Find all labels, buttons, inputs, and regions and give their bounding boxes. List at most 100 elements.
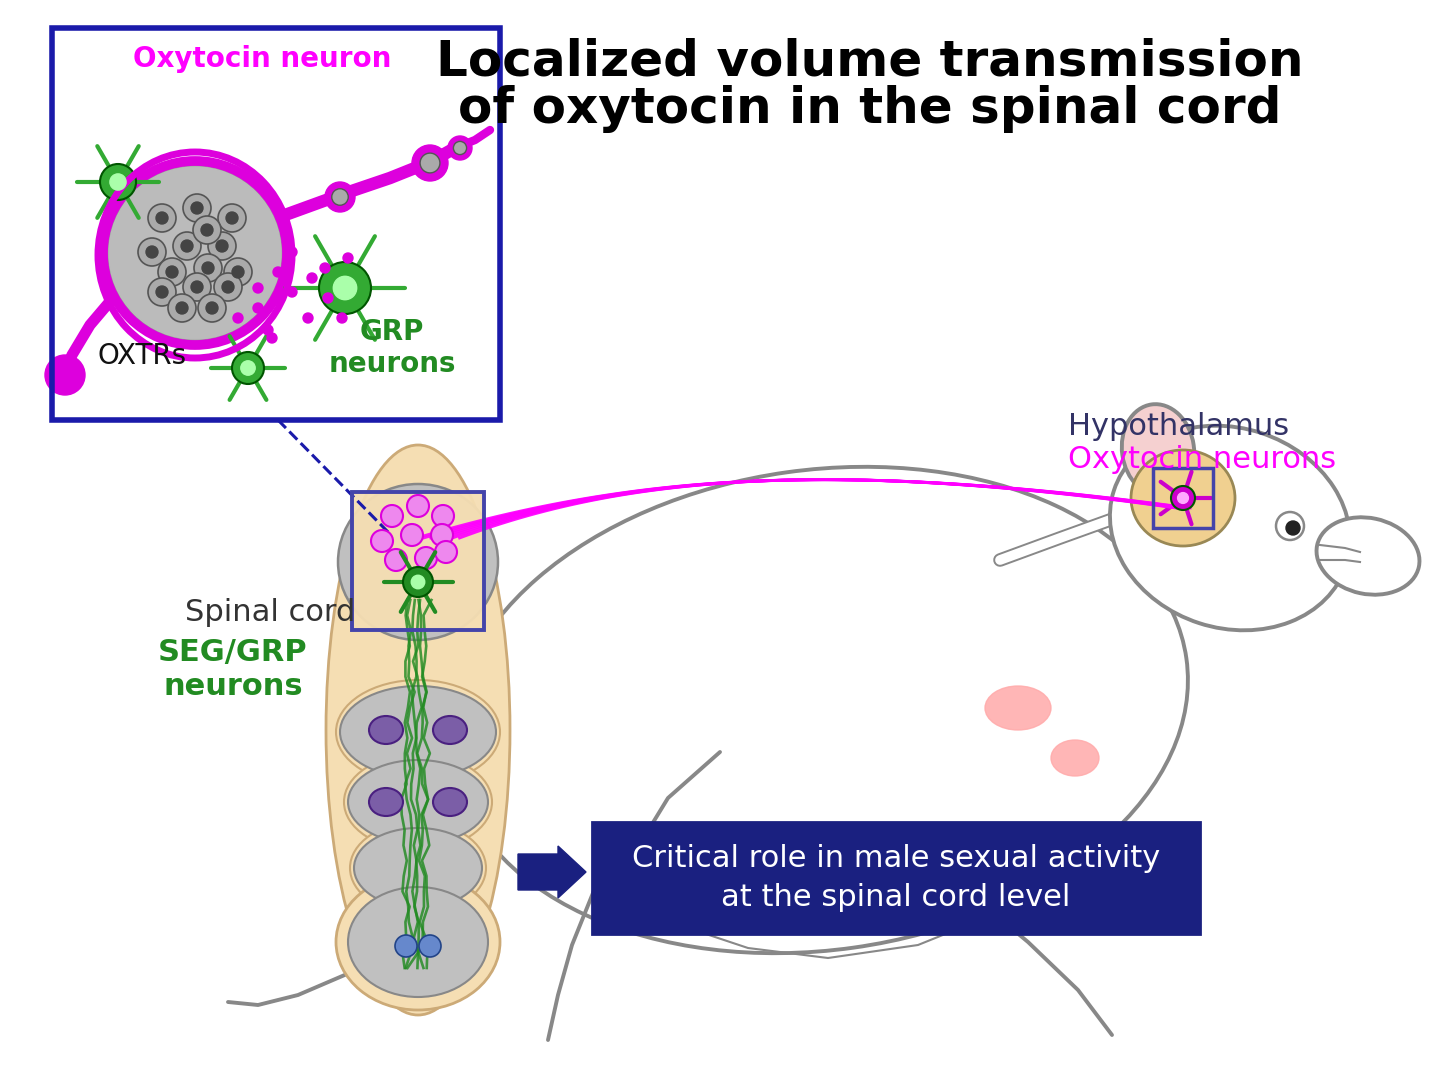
Circle shape <box>233 313 243 323</box>
Circle shape <box>45 355 85 395</box>
Circle shape <box>331 189 348 205</box>
Circle shape <box>194 254 222 282</box>
Circle shape <box>192 281 203 293</box>
Circle shape <box>323 293 333 303</box>
FancyArrow shape <box>518 846 586 897</box>
Circle shape <box>232 352 264 384</box>
Circle shape <box>307 273 317 283</box>
Circle shape <box>287 247 297 257</box>
Ellipse shape <box>354 828 482 908</box>
Circle shape <box>302 313 312 323</box>
Circle shape <box>420 153 439 173</box>
Circle shape <box>343 253 353 264</box>
Text: GRP
neurons: GRP neurons <box>328 318 455 378</box>
Circle shape <box>432 505 454 527</box>
Circle shape <box>320 262 372 314</box>
Circle shape <box>1276 512 1305 540</box>
Text: Spinal cord: Spinal cord <box>184 598 356 627</box>
Circle shape <box>266 333 276 343</box>
Circle shape <box>199 294 226 322</box>
Text: OXTRs: OXTRs <box>98 342 187 370</box>
Ellipse shape <box>433 716 467 744</box>
Circle shape <box>1286 521 1300 535</box>
Ellipse shape <box>336 874 500 1010</box>
Ellipse shape <box>1051 740 1099 777</box>
Ellipse shape <box>1110 426 1351 631</box>
Circle shape <box>419 935 441 957</box>
Circle shape <box>192 202 203 214</box>
Circle shape <box>145 246 158 258</box>
Ellipse shape <box>325 445 510 1015</box>
Circle shape <box>173 232 202 260</box>
Circle shape <box>217 204 246 232</box>
Bar <box>52 28 500 420</box>
Circle shape <box>225 258 252 286</box>
Circle shape <box>216 240 228 252</box>
Circle shape <box>287 287 297 297</box>
Circle shape <box>202 262 215 274</box>
Circle shape <box>193 216 220 244</box>
Ellipse shape <box>348 760 488 843</box>
Circle shape <box>415 546 436 569</box>
Ellipse shape <box>338 484 498 640</box>
Circle shape <box>264 325 274 335</box>
Ellipse shape <box>452 467 1188 954</box>
Text: Oxytocin neuron: Oxytocin neuron <box>132 45 392 73</box>
Circle shape <box>454 141 467 154</box>
Ellipse shape <box>344 754 492 850</box>
Bar <box>351 492 484 630</box>
Circle shape <box>104 161 287 345</box>
Circle shape <box>183 194 212 222</box>
Text: Localized volume transmission: Localized volume transmission <box>436 38 1303 86</box>
Circle shape <box>109 167 281 339</box>
Circle shape <box>448 136 472 160</box>
Circle shape <box>412 576 425 589</box>
Ellipse shape <box>1122 404 1194 496</box>
Circle shape <box>166 266 179 278</box>
Text: of oxytocin in the spinal cord: of oxytocin in the spinal cord <box>458 85 1282 133</box>
Circle shape <box>99 164 135 200</box>
Circle shape <box>206 302 217 314</box>
Circle shape <box>138 238 166 266</box>
Circle shape <box>337 313 347 323</box>
Circle shape <box>215 273 242 301</box>
Circle shape <box>148 204 176 232</box>
Bar <box>351 492 484 630</box>
Circle shape <box>1171 486 1195 510</box>
Circle shape <box>333 276 357 299</box>
Circle shape <box>384 549 408 571</box>
Circle shape <box>181 240 193 252</box>
Bar <box>592 822 1200 934</box>
Ellipse shape <box>348 887 488 997</box>
Text: Critical role in male sexual activity
at the spinal cord level: Critical role in male sexual activity at… <box>632 845 1161 912</box>
Ellipse shape <box>985 686 1051 730</box>
Circle shape <box>395 935 418 957</box>
Circle shape <box>156 286 168 298</box>
Ellipse shape <box>336 680 500 784</box>
Circle shape <box>274 267 284 276</box>
Circle shape <box>253 283 264 293</box>
Ellipse shape <box>369 716 403 744</box>
Ellipse shape <box>369 788 403 816</box>
Circle shape <box>400 524 423 546</box>
Circle shape <box>240 361 255 375</box>
Ellipse shape <box>340 686 495 778</box>
Circle shape <box>158 258 186 286</box>
Text: Oxytocin neurons: Oxytocin neurons <box>1068 445 1336 474</box>
Circle shape <box>109 174 127 190</box>
Circle shape <box>176 302 189 314</box>
Text: Hypothalamus: Hypothalamus <box>1068 411 1289 441</box>
Circle shape <box>435 541 456 563</box>
Circle shape <box>372 530 393 552</box>
Circle shape <box>226 212 238 224</box>
Circle shape <box>232 266 243 278</box>
Circle shape <box>253 303 264 313</box>
Circle shape <box>431 524 454 546</box>
Circle shape <box>403 567 433 597</box>
Circle shape <box>412 145 448 181</box>
Circle shape <box>222 281 233 293</box>
Circle shape <box>168 294 196 322</box>
Circle shape <box>202 224 213 237</box>
Ellipse shape <box>350 822 487 914</box>
Text: SEG/GRP
neurons: SEG/GRP neurons <box>158 638 308 701</box>
